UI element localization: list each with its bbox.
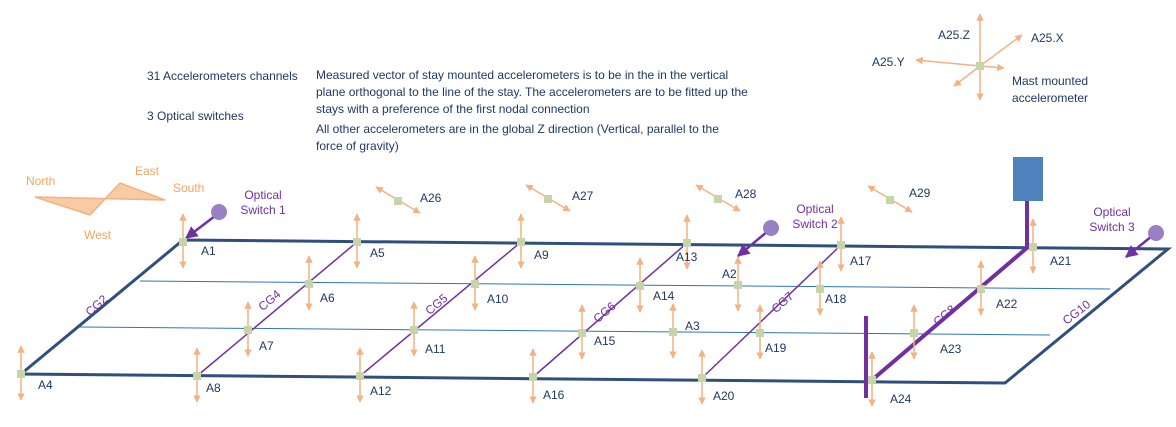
sensor (394, 197, 402, 205)
sensor-label: A17 (850, 254, 872, 268)
sensor-label: A3 (685, 319, 700, 333)
sensor (353, 238, 361, 246)
sensor (410, 326, 418, 334)
sensor-label: A11 (425, 342, 446, 356)
sensor-label: A27 (572, 189, 594, 203)
sensor-label: A9 (534, 248, 549, 262)
sensor-label: A4 (38, 378, 53, 392)
sensor (179, 238, 187, 246)
sensor-label: A7 (259, 339, 274, 353)
sensor (910, 329, 918, 337)
mast-label: A25.Z (938, 28, 970, 42)
sensor (244, 326, 252, 334)
sensor-label: A10 (487, 292, 509, 306)
note: Measured vector of stay mounted accelero… (316, 68, 748, 116)
sensor-label: A16 (543, 388, 565, 402)
switch-label: Optical Switch 3 (1089, 205, 1135, 234)
compass-label: West (84, 228, 112, 242)
sensor-label: A12 (370, 384, 392, 398)
note: All other accelerometers are in the glob… (316, 122, 719, 153)
sensor (756, 329, 764, 337)
note: 31 Accelerometers channels (147, 69, 298, 83)
sensor (669, 328, 677, 336)
cable-label: CG6 (591, 299, 619, 326)
sensor-label: A19 (765, 341, 787, 355)
compass-label: North (26, 174, 55, 188)
sensor (886, 196, 894, 204)
sensor-label: A15 (594, 334, 616, 348)
note: 3 Optical switches (147, 109, 244, 123)
sensor (977, 285, 985, 293)
mast-top (1013, 157, 1043, 201)
sensor-label: A28 (735, 187, 757, 201)
sensor (698, 374, 706, 382)
sensor (837, 241, 845, 249)
sensor (868, 376, 876, 384)
sensor-label: A14 (653, 289, 675, 303)
deck-line (139, 280, 1111, 290)
sensor (1029, 243, 1037, 251)
sensor (714, 195, 722, 203)
stays (196, 241, 842, 379)
mast-caption: Mast mounted accelerometer (1012, 74, 1089, 105)
sensor (578, 329, 586, 337)
sensor-label: A6 (320, 291, 335, 305)
sensor (816, 285, 824, 293)
mast-stays (864, 200, 1030, 398)
switch-label: Optical Switch 1 (240, 188, 286, 217)
sensor-label: A21 (1050, 254, 1072, 268)
cable-label: CG7 (769, 289, 797, 316)
sensor-label: A18 (825, 292, 847, 306)
sensor-label: A22 (996, 297, 1018, 311)
switch-arrows (185, 215, 1153, 258)
sensor (305, 280, 313, 288)
sensor (544, 195, 552, 203)
sensor (193, 372, 201, 380)
mast-label: A25.Y (872, 55, 905, 69)
sensor (17, 370, 25, 378)
switch-label: Optical Switch 2 (792, 202, 838, 231)
sensor-label: A2 (722, 267, 737, 281)
mast-arrows (915, 13, 1023, 101)
sensor-label: A5 (370, 246, 385, 260)
sensor (356, 372, 364, 380)
sensor (734, 281, 742, 289)
compass-label: East (135, 164, 160, 178)
sensor (636, 282, 644, 290)
switch-icons (211, 204, 1164, 241)
cable-label: CG5 (423, 291, 451, 318)
compass (34, 182, 166, 216)
sensor-label: A1 (201, 244, 216, 258)
sensor (683, 239, 691, 247)
sensor-label: A13 (676, 250, 698, 264)
sensor (529, 373, 537, 381)
sensor-label: A8 (206, 381, 221, 395)
sensor (517, 238, 525, 246)
sensor-label: A20 (713, 389, 735, 403)
compass-label: South (173, 181, 204, 195)
sensor (471, 280, 479, 288)
cable-label: CG4 (256, 287, 284, 314)
cable-label: CG2 (83, 292, 111, 319)
sensor-label: A23 (940, 342, 962, 356)
deck-line (79, 326, 1051, 336)
sensor-label: A29 (909, 186, 931, 200)
mast-label: A25.X (1031, 31, 1064, 45)
sensor-label: A26 (420, 191, 442, 205)
sensor-label: A24 (890, 392, 912, 406)
